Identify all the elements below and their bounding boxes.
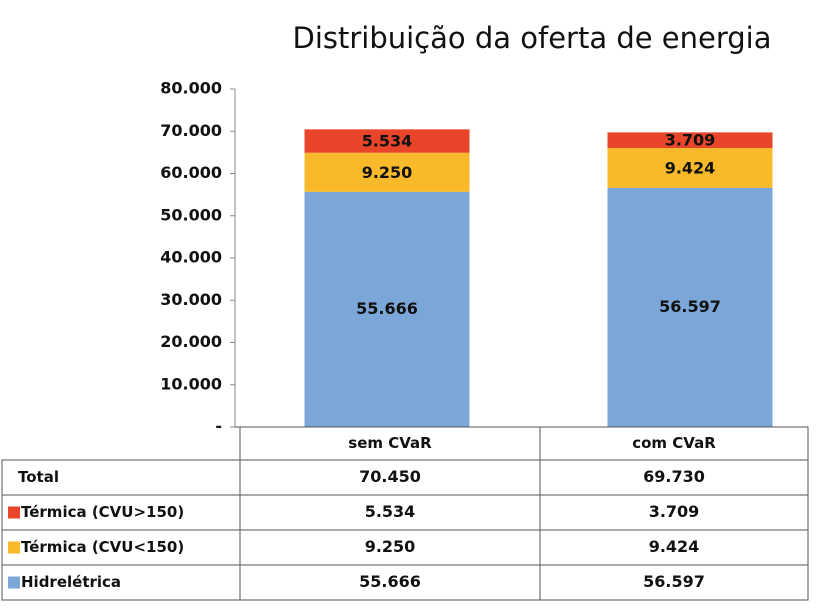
legend-label: Térmica (CVU<150) xyxy=(21,538,184,556)
data-label: 55.666 xyxy=(356,299,418,318)
y-tick-label: 50.000 xyxy=(160,205,222,224)
bar-segment xyxy=(607,187,773,427)
table-value: 9.424 xyxy=(649,537,700,556)
y-tick-label: 20.000 xyxy=(160,332,222,351)
legend-swatch xyxy=(8,506,20,519)
x-tick-label: com CVaR xyxy=(632,434,716,452)
y-tick-label: - xyxy=(215,417,222,436)
y-tick-label: 70.000 xyxy=(160,121,222,140)
legend-swatch xyxy=(8,576,20,589)
legend-label: Hidrelétrica xyxy=(21,573,121,591)
y-tick-label: 40.000 xyxy=(160,248,222,267)
y-tick-label: 80.000 xyxy=(160,79,222,98)
table-value: 9.250 xyxy=(365,537,416,556)
y-tick-label: 30.000 xyxy=(160,290,222,309)
data-label: 5.534 xyxy=(362,132,413,151)
legend-label: Térmica (CVU>150) xyxy=(21,503,184,521)
y-tick-label: 60.000 xyxy=(160,163,222,182)
bar-segment xyxy=(304,191,470,427)
row-label: Total xyxy=(18,468,59,486)
table-value: 69.730 xyxy=(643,467,705,486)
y-tick-label: 10.000 xyxy=(160,374,222,393)
table-cell xyxy=(539,564,809,601)
bar-segment xyxy=(607,132,773,149)
legend-swatch xyxy=(8,541,20,554)
data-label: 3.709 xyxy=(665,131,716,150)
table-value: 3.709 xyxy=(649,502,700,521)
table-value: 56.597 xyxy=(643,572,705,591)
data-label: 9.250 xyxy=(362,163,413,182)
table-value: 70.450 xyxy=(359,467,421,486)
bar-segment xyxy=(304,129,470,153)
chart-title: Distribuição da oferta de energia xyxy=(292,21,771,55)
x-tick-label: sem CVaR xyxy=(348,434,432,452)
bar-segment xyxy=(304,152,470,192)
bar-segment xyxy=(607,148,773,188)
table-value: 55.666 xyxy=(359,572,421,591)
table-value: 5.534 xyxy=(365,502,416,521)
data-label: 9.424 xyxy=(665,158,716,177)
data-label: 56.597 xyxy=(659,297,721,316)
